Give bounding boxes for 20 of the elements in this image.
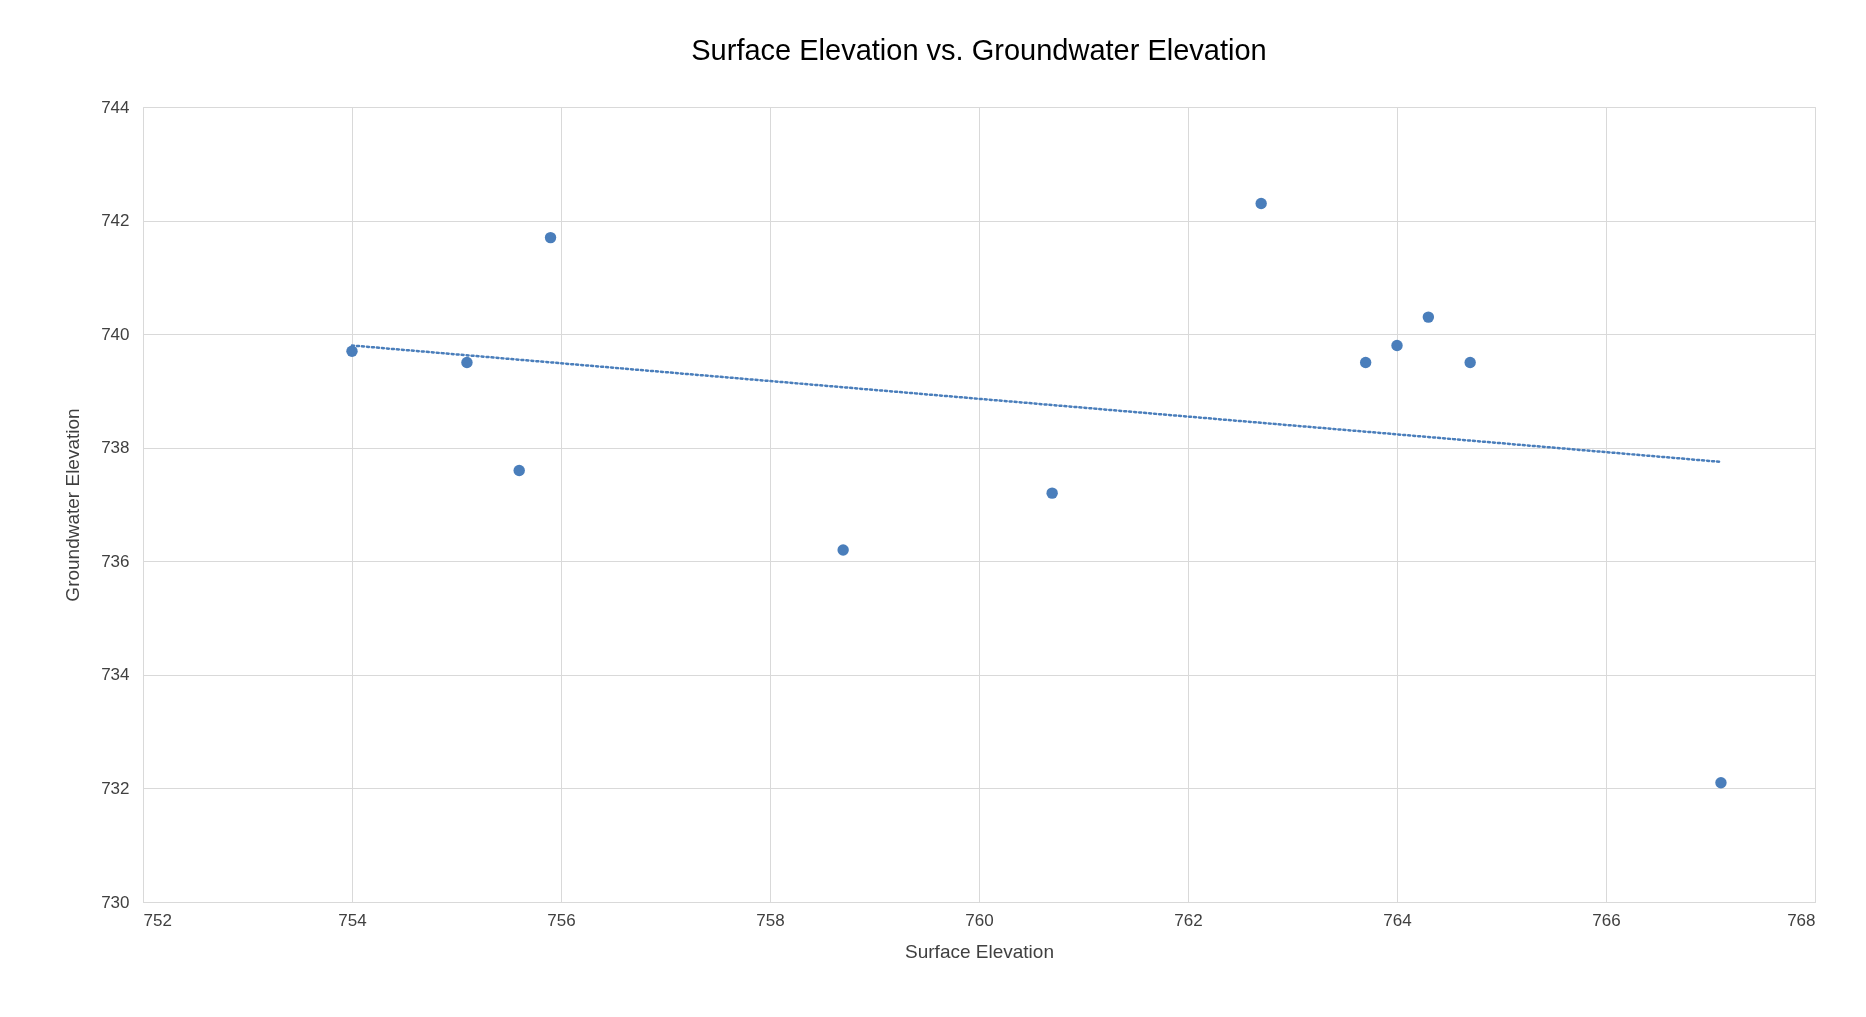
x-tick-label: 758 <box>756 910 785 930</box>
x-tick-label: 752 <box>143 910 172 930</box>
x-tick-label: 754 <box>338 910 367 930</box>
y-axis-title: Groundwater Elevation <box>62 408 84 602</box>
y-tick-label: 736 <box>101 551 130 571</box>
x-tick-label: 756 <box>547 910 576 930</box>
y-tick-label: 734 <box>101 665 130 685</box>
y-tick-label: 742 <box>101 211 130 231</box>
x-tick-label: 762 <box>1174 910 1203 930</box>
y-tick-label: 740 <box>101 324 130 344</box>
x-tick-label: 766 <box>1592 910 1621 930</box>
x-tick-label: 760 <box>965 910 994 930</box>
y-tick-label: 738 <box>101 438 130 458</box>
x-tick-label: 768 <box>1787 910 1816 930</box>
y-tick-label: 732 <box>101 778 130 798</box>
y-tick-label: 744 <box>101 97 130 117</box>
x-axis-title: Surface Elevation <box>905 940 1054 962</box>
x-tick-label: 764 <box>1383 910 1412 930</box>
chart-title: Surface Elevation vs. Groundwater Elevation <box>691 34 1267 66</box>
y-tick-label: 730 <box>101 892 130 912</box>
